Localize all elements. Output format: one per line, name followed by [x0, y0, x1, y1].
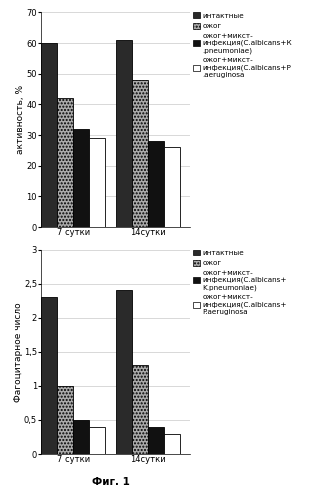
- Bar: [57, 98, 73, 227]
- Bar: [41, 43, 57, 227]
- Y-axis label: Фагоцитарное число: Фагоцитарное число: [14, 302, 23, 402]
- Legend: интактные, ожог, ожог+микст-
инфекция(C.albicans+К
.pneumoniae), ожог+микст-
инф: интактные, ожог, ожог+микст- инфекция(C.…: [193, 12, 292, 78]
- Y-axis label: активность, %: активность, %: [16, 85, 25, 154]
- Legend: интактные, ожог, ожог+микст-
инфекция(C.albicans+
K.pneumoniae), ожог+микст-
инф: интактные, ожог, ожог+микст- инфекция(C.…: [193, 250, 287, 315]
- Bar: [116, 40, 132, 227]
- Bar: [132, 365, 148, 454]
- Bar: [164, 147, 179, 227]
- Bar: [148, 141, 164, 227]
- Bar: [73, 420, 89, 454]
- Bar: [41, 297, 57, 454]
- Bar: [89, 138, 105, 227]
- Bar: [148, 427, 164, 454]
- Bar: [57, 386, 73, 454]
- Bar: [132, 80, 148, 227]
- Bar: [164, 434, 179, 454]
- Bar: [116, 290, 132, 454]
- Bar: [89, 427, 105, 454]
- Text: Фиг. 1: Фиг. 1: [92, 477, 130, 487]
- Bar: [73, 129, 89, 227]
